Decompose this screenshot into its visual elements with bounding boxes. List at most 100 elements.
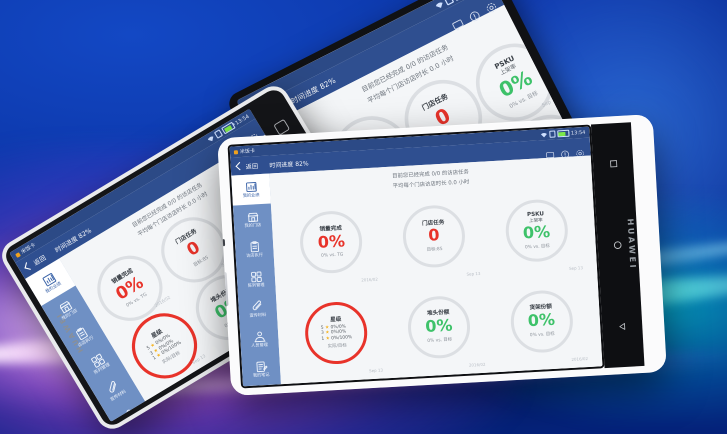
app-badge-icon — [233, 149, 239, 154]
metric-value: 0% — [424, 315, 454, 337]
wifi-icon — [540, 131, 547, 137]
tablet-screen-main: 米饭卡 13:54 返回 时间进度 82% 我的业绩我的门店访店执行陈列管理宣传材料人员… — [229, 126, 603, 387]
note-pencil-icon — [254, 360, 268, 374]
time-progress-label: 时间进度 82% — [269, 159, 309, 169]
metric-value: 0 — [427, 225, 440, 246]
sidebar-item-6[interactable]: 我的笔记 — [241, 353, 281, 385]
status-bar-right: 13:54 — [434, 0, 489, 11]
back-button-label: 返回 — [245, 162, 259, 171]
sidebar-item-label: 人员管理 — [251, 342, 269, 349]
sidebar-item-1[interactable]: 我的门店 — [41, 285, 91, 333]
sidebar-item-label: 我的笔记 — [252, 372, 270, 379]
star-count: 5 — [320, 325, 324, 331]
star-rating-list: 5★0%/0%3★0%/0%1★0%/100% — [321, 324, 353, 342]
help-icon[interactable] — [463, 2, 479, 21]
help-icon[interactable] — [560, 143, 569, 158]
app-bar: 返回 时间进度 82% — [230, 137, 591, 176]
star-count: 1 — [321, 336, 325, 342]
nav-back-icon[interactable] — [618, 322, 627, 331]
battery-icon — [556, 129, 570, 138]
star-icon: ★ — [324, 324, 330, 331]
app-body: 我的业绩我的门店访店执行陈列管理宣传材料人员管理我的笔记进入SFA目前您已经完成… — [231, 155, 603, 387]
status-bar-app-label: 米饭卡 — [239, 148, 256, 156]
sidebar-item-0[interactable]: 我的业绩 — [25, 258, 76, 307]
bar-chart-icon — [244, 180, 258, 194]
grid-icon — [88, 351, 107, 370]
nav-recents-icon[interactable] — [608, 159, 617, 168]
status-bar-right: 13:54 — [206, 113, 251, 144]
nav-home-icon[interactable] — [612, 240, 623, 251]
metric-date: Sep 13 — [466, 271, 481, 277]
sidebar-item-label: 访店执行 — [246, 252, 264, 259]
side-port — [221, 238, 226, 246]
status-bar: 米饭卡 13:54 — [229, 126, 590, 158]
metric-date: Sep 13 — [368, 367, 384, 374]
metric-date: Sep 13 — [568, 265, 584, 272]
nav-bar-main — [590, 122, 645, 369]
wifi-icon — [434, 0, 445, 10]
star-value: 0%/100% — [331, 334, 353, 342]
sidebar-item-1[interactable]: 我的门店 — [233, 203, 273, 235]
sidebar-item-0[interactable]: 我的业绩 — [231, 173, 271, 206]
metric-date: 2016/02 — [468, 361, 486, 368]
metric-title: 星级 — [329, 316, 342, 323]
sidebar-item-2[interactable]: 访店执行 — [58, 312, 108, 360]
sidebar-item-2[interactable]: 访店执行 — [235, 233, 275, 265]
sidebar: 我的业绩我的门店访店执行陈列管理宣传材料人员管理我的笔记进入SFA — [231, 173, 281, 387]
star-icon: ★ — [325, 336, 330, 342]
metric-sub: 目标:85 — [426, 247, 443, 254]
grid-icon — [249, 270, 263, 284]
sidebar-item-label: 我的门店 — [244, 222, 262, 229]
sidebar-item-label: 宣传材料 — [249, 312, 267, 319]
paperclip-icon — [251, 300, 265, 314]
back-button[interactable]: 返回 — [235, 161, 259, 171]
metric-value: 0% — [317, 231, 346, 252]
sidebar-item-3[interactable]: 陈列管理 — [74, 339, 124, 387]
metric-sub: 0% vs. 目标 — [524, 244, 550, 251]
metric-sub: 实际/目标 — [327, 343, 347, 350]
metric-date: 2016/02 — [571, 356, 589, 362]
metric-value: 0% — [522, 222, 551, 243]
star-count: 3 — [321, 330, 325, 336]
metric-value: 0% — [527, 310, 556, 331]
sidebar-item-4[interactable]: 宣传材料 — [90, 366, 140, 414]
status-bar: 米饭卡 13:54 — [9, 108, 256, 263]
message-icon[interactable] — [446, 10, 463, 31]
metric-sub: 0% vs. 目标 — [427, 337, 453, 344]
app-bar-tools — [545, 142, 584, 159]
bar-chart-icon — [39, 270, 58, 289]
message-icon[interactable] — [545, 144, 555, 159]
status-bar-left: 米饭卡 — [233, 147, 256, 156]
sidebar-item-4[interactable]: 宣传材料 — [238, 293, 278, 325]
star-icon: ★ — [325, 330, 330, 336]
metric-sub: 0% vs. 目标 — [529, 331, 555, 339]
star-rating-row-2: 1★0%/100% — [321, 335, 352, 342]
status-bar-time: 13:54 — [570, 129, 586, 137]
metric-date: 2016/02 — [361, 276, 379, 283]
sidebar-item-5[interactable]: 人员管理 — [240, 323, 280, 355]
status-bar-right: 13:54 — [540, 129, 586, 139]
sidebar-item-3[interactable]: 陈列管理 — [236, 263, 276, 295]
settings-gear-icon[interactable] — [575, 142, 584, 157]
chevron-left-icon — [24, 262, 33, 270]
store-icon — [56, 297, 75, 316]
app-bar-tools — [446, 0, 496, 31]
paperclip-icon — [104, 378, 123, 397]
settings-gear-icon[interactable] — [480, 0, 496, 13]
